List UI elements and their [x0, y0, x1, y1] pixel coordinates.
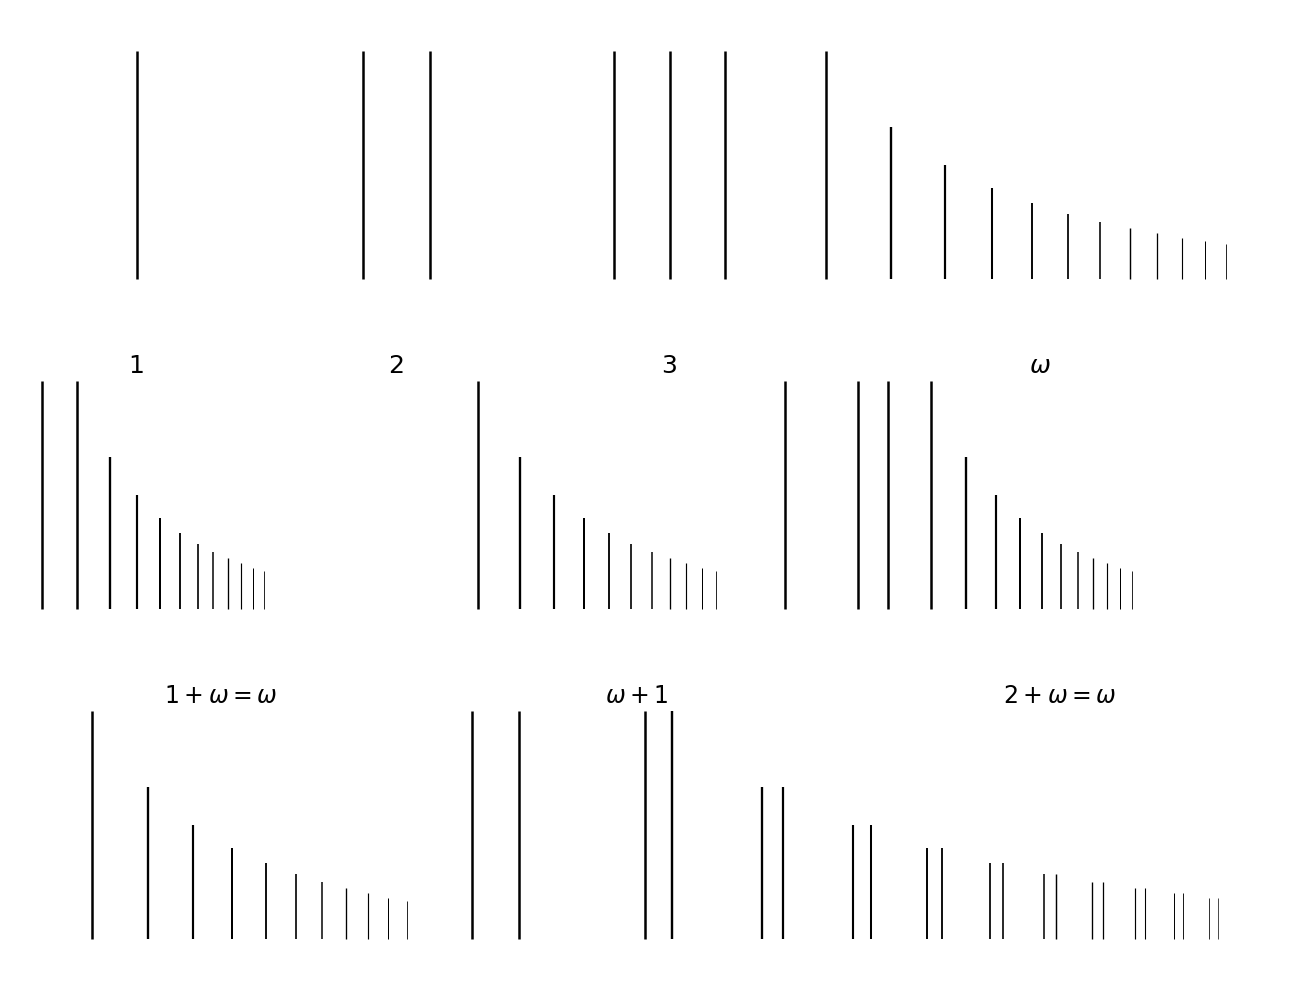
Text: 3: 3 — [662, 354, 677, 378]
Text: 1: 1 — [129, 354, 144, 378]
Text: $\omega + 1$: $\omega + 1$ — [606, 684, 668, 708]
Text: $1 + \omega = \omega$: $1 + \omega = \omega$ — [164, 684, 278, 708]
Text: 2: 2 — [389, 354, 404, 378]
Text: $\omega$: $\omega$ — [1030, 354, 1050, 378]
Text: $2 + \omega = \omega$: $2 + \omega = \omega$ — [1002, 684, 1117, 708]
